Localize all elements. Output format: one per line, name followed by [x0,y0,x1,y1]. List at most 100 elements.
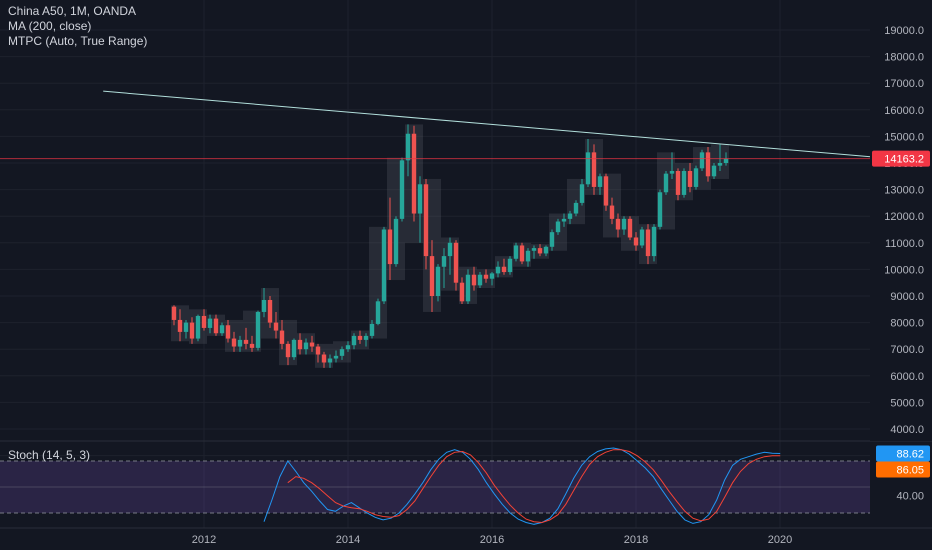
candle-body [609,205,615,219]
candle-body [393,218,399,265]
candle-body [681,170,687,195]
candle-body [543,246,549,254]
candle-body [363,335,369,340]
candle-body [279,330,285,344]
candle-body [597,176,603,187]
candle-body [669,170,675,174]
stoch-legend: Stoch (14, 5, 3) [8,448,90,463]
candle-body [705,152,711,177]
candle-body [213,318,219,334]
candle-body [579,184,585,203]
candle-body [585,152,591,185]
candle-body [267,299,273,323]
candle-body [231,338,237,347]
stoch-k-badge [876,445,930,462]
price-tick-label: 12000.0 [884,211,924,223]
candle-body [663,173,669,193]
stoch-axis[interactable]: 40.00 88.62 86.05 [870,442,932,528]
stoch-band [0,461,870,513]
price-tick-label: 17000.0 [884,78,924,90]
trendline[interactable] [103,90,881,159]
candle-body [507,258,513,273]
candle-body [447,242,453,257]
candle-body [285,343,291,358]
stoch-indicator-label[interactable]: Stoch (14, 5, 3) [8,448,91,462]
candle-body [375,301,381,324]
candle-body [723,158,729,163]
candle-body [459,282,465,302]
candle-body [627,218,633,238]
candle-body [237,339,243,347]
price-tick-label: 7000.0 [890,344,924,356]
stoch-d-value: 86.05 [896,465,924,477]
candle-body [633,237,639,246]
candle-body [675,170,681,195]
price-tick-label: 5000.0 [890,397,924,409]
candle-body [555,221,561,233]
candle-body [477,274,483,286]
last-price-label: 14163.2 [884,154,924,166]
time-tick-label: 2014 [336,534,360,546]
stoch-tick-label: 40.00 [896,491,924,503]
candle-body [327,358,333,363]
candle-body [525,250,531,262]
price-tick-label: 11000.0 [885,238,924,250]
candle-body [489,273,495,279]
candle-body [567,213,573,219]
candle-body [201,315,207,328]
candle-body [339,349,345,356]
candle-body [225,325,231,339]
candle-body [453,242,459,283]
candle-body [333,355,339,359]
stoch-d-badge [876,461,930,478]
candle-body [189,322,195,339]
candlestick-series[interactable] [171,124,729,368]
candle-body [591,152,597,187]
candle-body [699,152,705,169]
last-price-badge [872,150,930,167]
candle-body [651,226,657,257]
candle-body [573,202,579,214]
candle-body [351,335,357,346]
candle-body [423,184,429,257]
candle-body [255,311,261,348]
candle-body [321,354,327,363]
candle-body [465,274,471,302]
candle-body [639,229,645,246]
candle-body [243,339,249,344]
candle-body [501,266,507,273]
candle-body [537,248,543,254]
mtpc-indicator-label[interactable]: MTPC (Auto, True Range) [8,34,148,48]
candle-body [429,256,435,296]
candle-body [645,229,651,257]
candle-body [195,315,201,339]
time-axis[interactable]: 2012 2014 2016 2018 2020 [0,527,932,550]
candle-body [711,165,717,177]
price-axis[interactable]: 19000.018000.017000.016000.015000.014000… [870,0,932,463]
candle-body [471,274,477,286]
time-tick-label: 2012 [192,534,216,546]
candle-body [687,170,693,187]
candle-body [315,346,321,355]
price-tick-label: 6000.0 [890,371,924,383]
candle-body [549,232,555,247]
candle-body [405,133,411,161]
candle-body [357,335,363,340]
candle-body [291,339,297,358]
candle-body [183,322,189,332]
candle-body [435,266,441,296]
price-tick-label: 18000.0 [884,52,924,64]
ma-indicator-label[interactable]: MA (200, close) [8,19,92,33]
price-tick-label: 15000.0 [884,131,924,143]
symbol-title[interactable]: China A50, 1M, OANDA [8,4,137,18]
candle-body [615,218,621,230]
candle-body [657,192,663,227]
stochastic-pane [0,447,870,525]
candle-body [411,133,417,214]
candle-body [693,168,699,187]
candle-body [309,342,315,347]
candle-body [519,245,525,262]
candle-body [483,274,489,279]
candle-body [297,339,303,350]
